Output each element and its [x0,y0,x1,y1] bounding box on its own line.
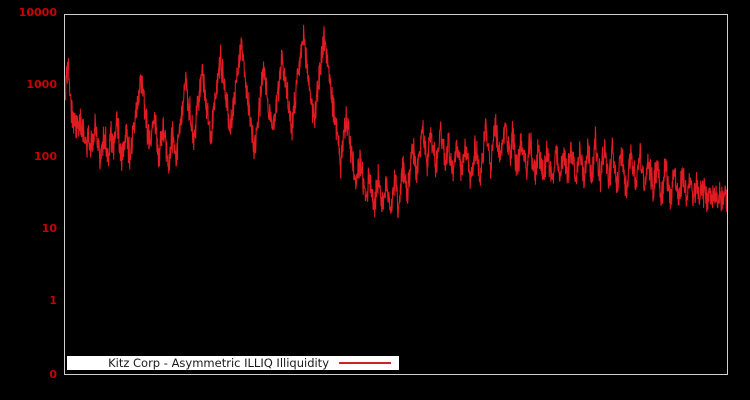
series-line-chart [65,24,727,219]
y-tick-label: 10000 [18,6,57,19]
y-axis-tick-labels: 10000 1000 100 10 1 0 [0,0,57,400]
plot-area [64,14,728,375]
legend-label: Kitz Corp - Asymmetric ILLIQ Illiquidity [108,356,329,370]
y-tick-label: 1000 [26,78,57,91]
legend-color-swatch [339,362,391,364]
chart-legend[interactable]: Kitz Corp - Asymmetric ILLIQ Illiquidity [66,355,400,371]
y-tick-label: 0 [49,368,57,381]
y-tick-label: 1 [49,294,57,307]
y-tick-label: 100 [34,150,57,163]
y-tick-label: 10 [41,222,57,235]
series-polyline [65,24,727,219]
